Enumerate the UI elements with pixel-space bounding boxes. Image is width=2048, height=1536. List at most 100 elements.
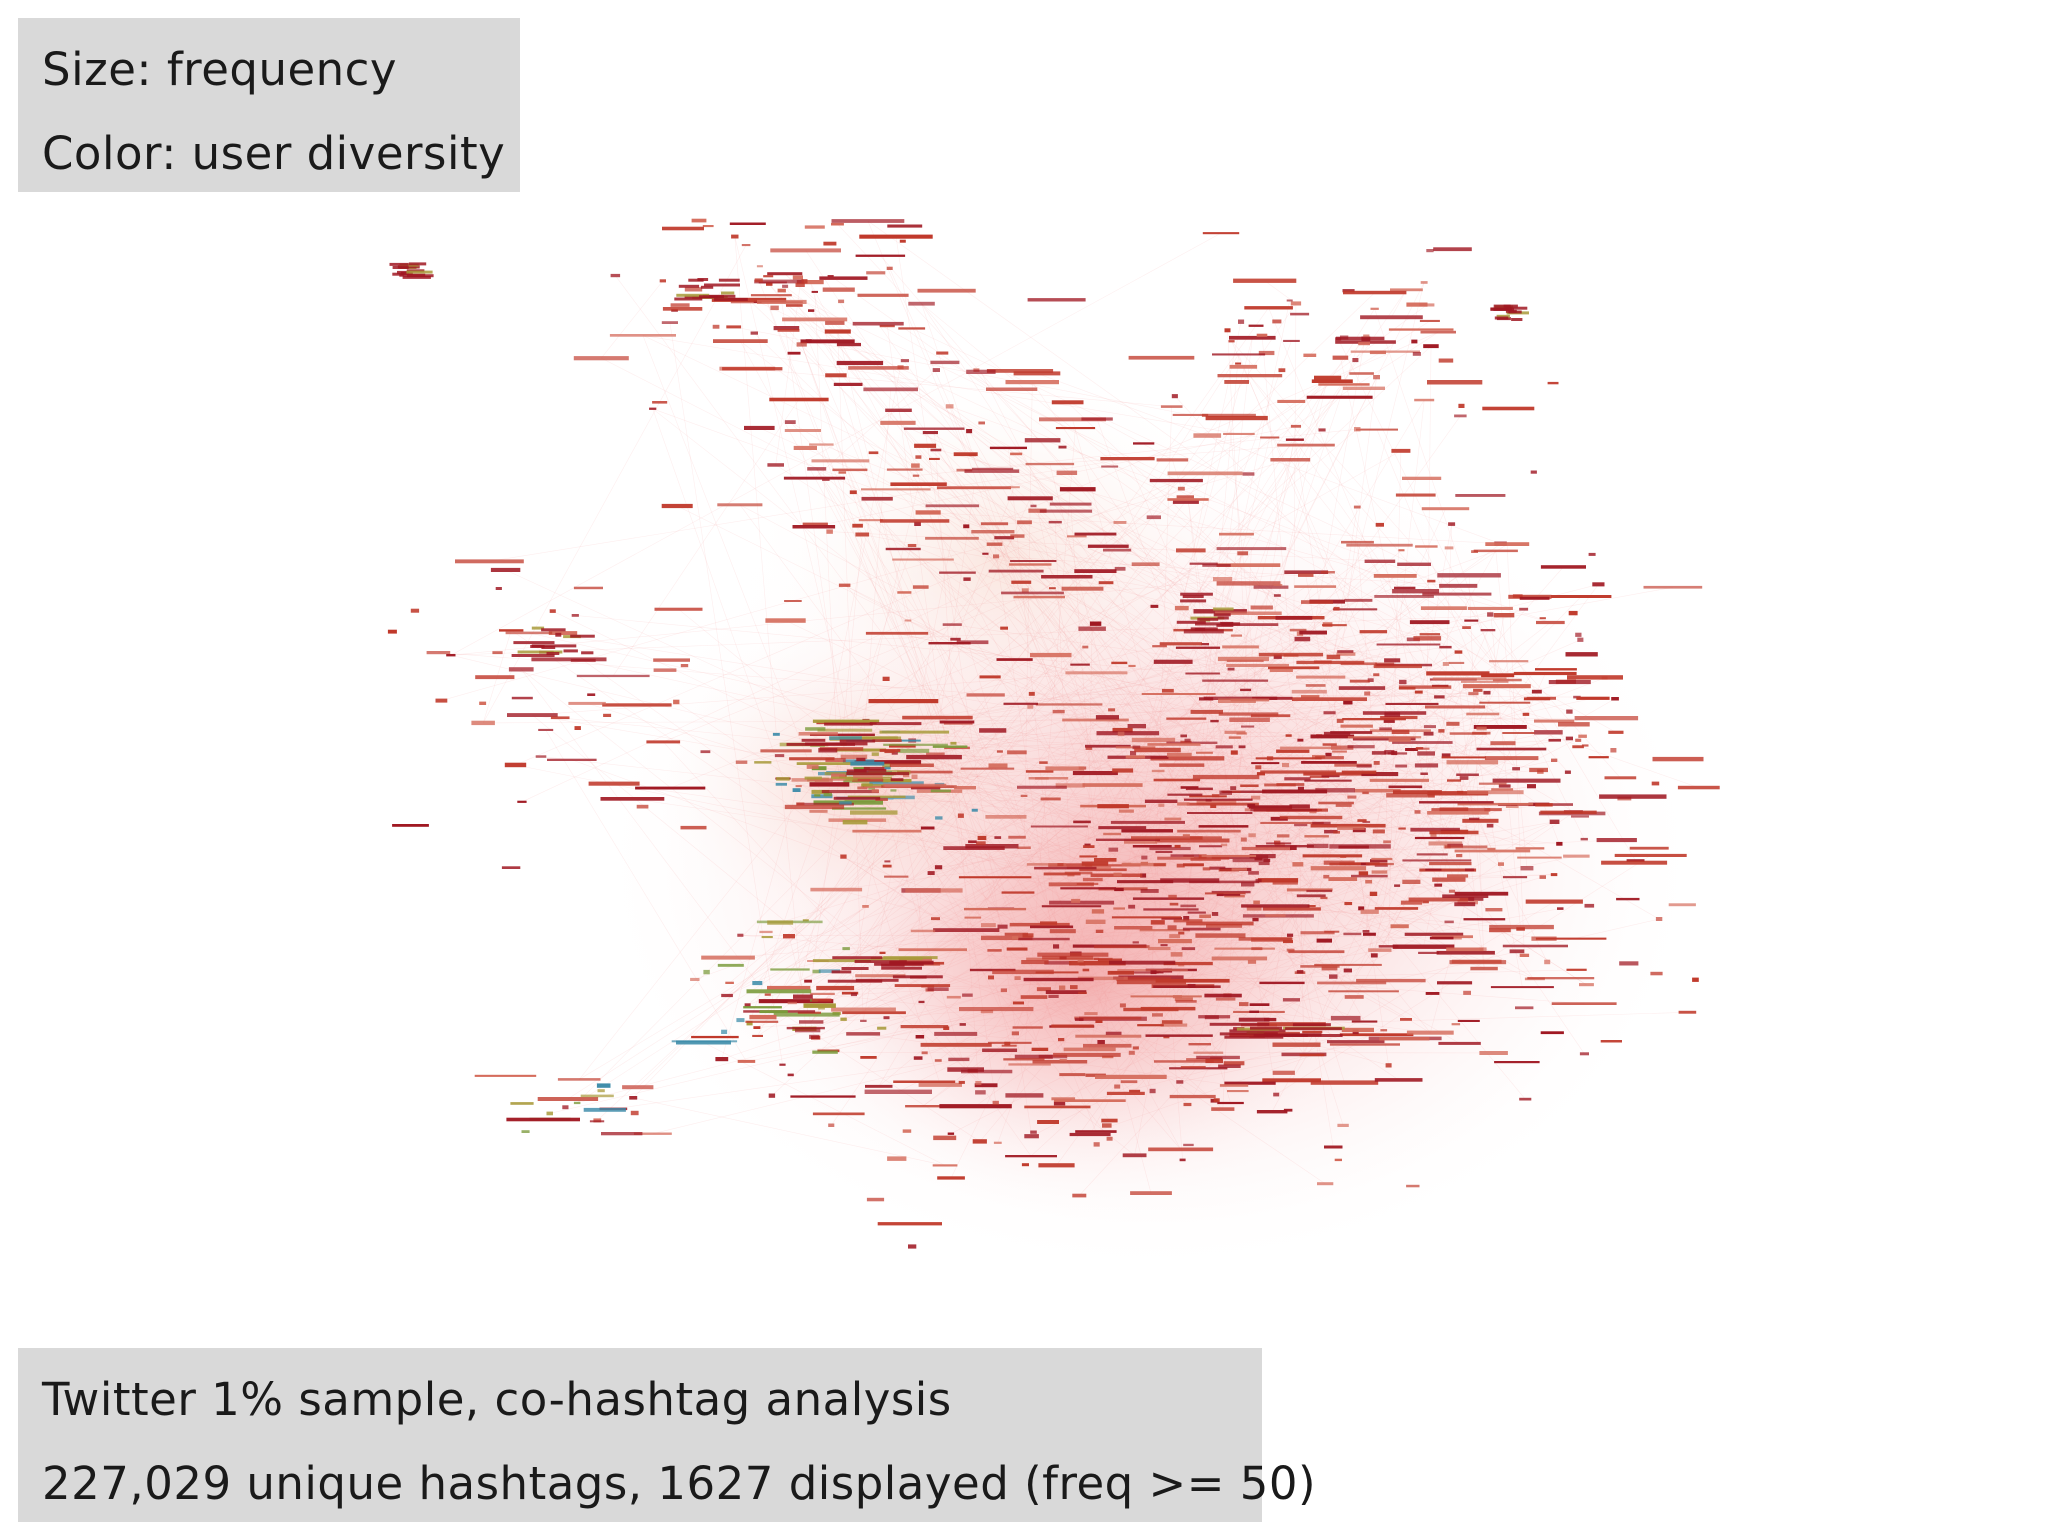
hashtag-node <box>946 995 961 999</box>
hashtag-node <box>1444 920 1454 924</box>
hashtag-node <box>1133 442 1155 445</box>
hashtag-node <box>1502 944 1568 948</box>
hashtag-node <box>1128 904 1136 909</box>
hashtag-node <box>887 1156 907 1161</box>
hashtag-node <box>1272 1070 1295 1075</box>
hashtag-node <box>1527 977 1595 980</box>
hashtag-node <box>1085 919 1106 924</box>
hashtag-node <box>1259 981 1305 985</box>
hashtag-node <box>793 445 817 450</box>
hashtag-node <box>1024 438 1061 443</box>
network-edge <box>1374 308 1498 676</box>
hashtag-node <box>1310 1080 1379 1085</box>
hashtag-node <box>1341 1027 1374 1033</box>
hashtag-node <box>662 307 703 311</box>
hashtag-node <box>882 676 890 681</box>
hashtag-node <box>972 1139 987 1144</box>
hashtag-node <box>753 1026 761 1029</box>
hashtag-node <box>1490 741 1516 746</box>
hashtag-node <box>1244 808 1252 812</box>
hashtag-node <box>1250 808 1317 812</box>
hashtag-node <box>389 262 409 266</box>
hashtag-node <box>1114 1084 1121 1089</box>
network-edge <box>567 767 1083 1100</box>
hashtag-node <box>831 1007 896 1012</box>
hashtag-node <box>891 751 898 755</box>
hashtag-node <box>1498 862 1504 866</box>
hashtag-node <box>1198 825 1249 828</box>
hashtag-node <box>1007 750 1027 755</box>
network-edge <box>1376 429 1517 769</box>
hashtag-node <box>1085 747 1093 750</box>
hashtag-node <box>1437 981 1473 985</box>
network-edge <box>1037 510 1526 1100</box>
hashtag-node <box>884 875 909 878</box>
hashtag-node <box>501 866 521 869</box>
hashtag-node <box>1193 609 1247 614</box>
hashtag-node <box>1180 1066 1206 1069</box>
hashtag-node <box>932 1164 958 1167</box>
hashtag-node <box>1304 835 1329 838</box>
hashtag-node <box>570 634 595 638</box>
network-edge <box>1134 846 1354 1092</box>
hashtag-node <box>1177 802 1190 806</box>
hashtag-node <box>1304 779 1352 782</box>
hashtag-node <box>1457 790 1464 794</box>
hashtag-node <box>1128 1050 1135 1055</box>
hashtag-node <box>1557 907 1564 910</box>
hashtag-node <box>1463 990 1471 995</box>
hashtag-node <box>1321 571 1335 574</box>
hashtag-node <box>1588 552 1596 556</box>
hashtag-node <box>1111 916 1182 919</box>
hashtag-node <box>1093 957 1113 960</box>
hashtag-node <box>1216 563 1281 567</box>
network-edge <box>1290 654 1488 811</box>
network-edge <box>1179 846 1361 1083</box>
hashtag-node <box>741 244 751 247</box>
hashtag-node <box>792 788 801 792</box>
hashtag-node <box>856 757 866 762</box>
hashtag-node <box>1415 747 1430 750</box>
hashtag-node <box>1180 904 1197 908</box>
hashtag-node <box>1212 353 1266 356</box>
hashtag-node <box>759 930 773 934</box>
hashtag-node <box>1160 405 1183 408</box>
hashtag-node <box>1423 731 1434 736</box>
network-edge <box>1276 855 1651 1095</box>
hashtag-node <box>1150 604 1159 608</box>
hashtag-node <box>1174 605 1189 611</box>
network-edge <box>1039 771 1152 1194</box>
hashtag-node <box>773 1012 840 1017</box>
hashtag-node <box>1388 785 1423 789</box>
network-edge <box>849 469 1153 1092</box>
hashtag-node <box>1227 1090 1249 1093</box>
hashtag-node <box>1361 772 1399 777</box>
hashtag-node <box>1436 950 1495 955</box>
hashtag-node <box>1106 1136 1113 1141</box>
hashtag-node <box>1411 339 1418 344</box>
hashtag-node <box>1219 790 1232 795</box>
hashtag-node <box>1362 930 1370 933</box>
hashtag-node <box>1357 819 1367 822</box>
hashtag-node <box>1070 985 1078 990</box>
network-edge <box>1127 732 1425 774</box>
network-edge <box>1033 969 1172 1057</box>
hashtag-node <box>1332 355 1349 360</box>
network-edge <box>1207 439 1296 797</box>
hashtag-node <box>846 769 867 773</box>
network-edge <box>1089 566 1564 1101</box>
hashtag-node <box>1108 708 1116 712</box>
hashtag-node <box>1390 288 1423 292</box>
hashtag-node <box>1219 1084 1249 1087</box>
hashtag-node <box>1056 470 1078 475</box>
hashtag-node <box>1167 752 1192 757</box>
hashtag-node <box>1447 874 1469 878</box>
hashtag-node <box>1129 1089 1141 1093</box>
hashtag-node <box>1160 944 1168 947</box>
hashtag-node <box>1425 705 1486 709</box>
hashtag-node <box>811 789 830 794</box>
hashtag-node <box>1438 1041 1481 1045</box>
hashtag-node <box>976 841 986 845</box>
hashtag-node <box>1325 752 1332 757</box>
hashtag-node <box>1393 790 1442 795</box>
